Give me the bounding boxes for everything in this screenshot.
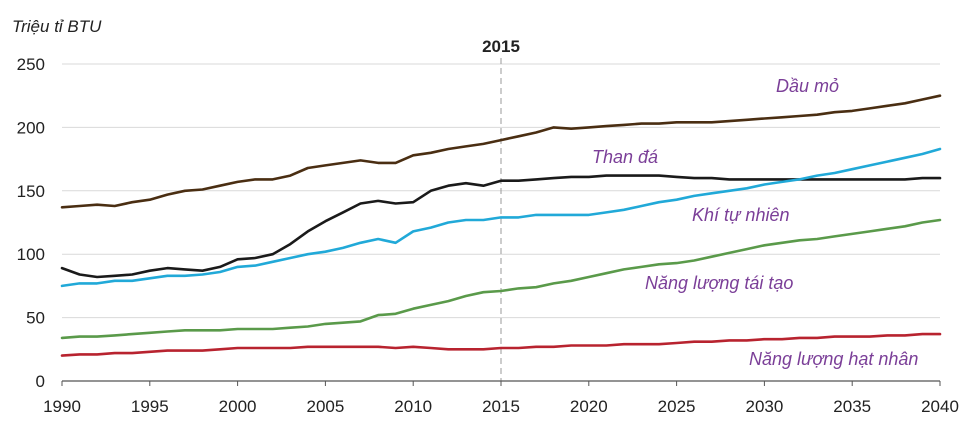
y-tick-label: 200 — [17, 118, 45, 137]
series-lines — [60, 94, 942, 357]
x-tick-label: 2010 — [394, 397, 432, 416]
x-tick-labels: 1990 1995 2000 2005 2010 2015 2020 2025 2030 2035… — [43, 397, 959, 416]
x-tick-label: 2005 — [306, 397, 344, 416]
x-tick-label: 2020 — [570, 397, 608, 416]
y-axis-label: Triệu tỉ BTU — [12, 17, 102, 36]
x-tick-label: 2015 — [482, 397, 520, 416]
series-label: Khí tự nhiên — [692, 205, 789, 225]
x-tick-label: 2040 — [921, 397, 959, 416]
y-tick-label: 0 — [36, 372, 45, 391]
series-labels: Dầu mỏ Than đá Khí tự nhiên Năng lượng tái … — [592, 76, 918, 369]
series-label: Than đá — [592, 147, 658, 167]
y-tick-label: 250 — [17, 55, 45, 74]
series-line — [60, 218, 942, 340]
x-tick-label: 2030 — [745, 397, 783, 416]
series-line — [60, 332, 942, 357]
y-tick-label: 50 — [26, 309, 45, 328]
year-marker: 2015 — [482, 37, 520, 381]
x-tick-label: 2025 — [658, 397, 696, 416]
marker-label: 2015 — [482, 37, 520, 56]
axes — [61, 380, 941, 386]
series-label: Dầu mỏ — [776, 76, 839, 96]
series-label: Năng lượng hạt nhân — [749, 349, 918, 369]
series-line — [60, 94, 942, 209]
series-line — [60, 147, 942, 288]
y-tick-label: 100 — [17, 245, 45, 264]
x-tick-label: 1990 — [43, 397, 81, 416]
x-tick-label: 1995 — [131, 397, 169, 416]
y-tick-label: 150 — [17, 182, 45, 201]
y-tick-labels: 0 50 100 150 200 250 — [17, 55, 45, 391]
x-tick-label: 2035 — [833, 397, 871, 416]
series-label: Năng lượng tái tạo — [645, 273, 793, 293]
x-tick-label: 2000 — [219, 397, 257, 416]
